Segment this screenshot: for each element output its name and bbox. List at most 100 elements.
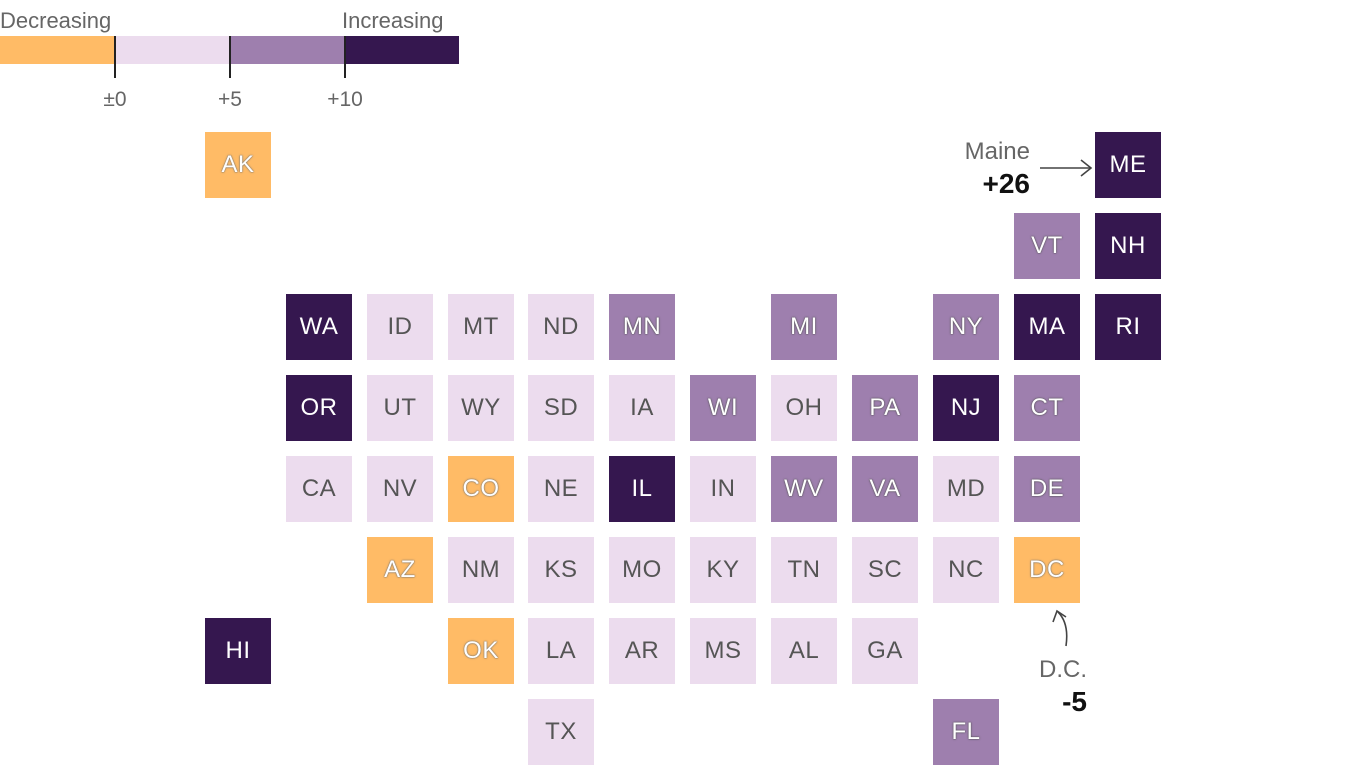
state-tile-nj: NJ xyxy=(933,375,999,441)
state-tile-id: ID xyxy=(367,294,433,360)
state-label-la: LA xyxy=(545,637,577,664)
state-tile-mi: MI xyxy=(771,294,837,360)
state-label-ak: AK xyxy=(221,151,255,178)
state-label-in: IN xyxy=(710,475,736,502)
state-label-dc: DC xyxy=(1029,556,1065,583)
state-label-wi: WI xyxy=(707,394,739,421)
state-label-pa: PA xyxy=(869,394,901,421)
state-tile-ct: CT xyxy=(1014,375,1080,441)
state-label-me: ME xyxy=(1109,151,1147,178)
state-tile-va: VA xyxy=(852,456,918,522)
state-label-oh: OH xyxy=(785,394,823,421)
legend-tick-label-0: ±0 xyxy=(103,88,127,111)
state-label-sd: SD xyxy=(543,394,579,421)
state-tile-mn: MN xyxy=(609,294,675,360)
state-label-mn: MN xyxy=(622,313,662,340)
state-label-wv: WV xyxy=(784,475,824,502)
state-tile-nh: NH xyxy=(1095,213,1161,279)
state-tile-ky: KY xyxy=(690,537,756,603)
state-label-nv: NV xyxy=(382,475,418,502)
state-label-ks: KS xyxy=(544,556,578,583)
state-tile-wi: WI xyxy=(690,375,756,441)
legend-swatch-decreasing xyxy=(0,36,115,64)
state-tile-ca: CA xyxy=(286,456,352,522)
state-tile-ms: MS xyxy=(690,618,756,684)
state-tile-me: ME xyxy=(1095,132,1161,198)
state-label-ok: OK xyxy=(463,637,499,664)
state-tile-nv: NV xyxy=(367,456,433,522)
state-label-mi: MI xyxy=(790,313,818,340)
legend-swatch-mid xyxy=(230,36,345,64)
state-label-ny: NY xyxy=(948,313,984,340)
state-tile-ar: AR xyxy=(609,618,675,684)
state-tile-nd: ND xyxy=(528,294,594,360)
state-label-ma: MA xyxy=(1028,313,1066,340)
state-label-ut: UT xyxy=(383,394,417,421)
state-label-nd: ND xyxy=(543,313,579,340)
state-tile-pa: PA xyxy=(852,375,918,441)
state-tile-nm: NM xyxy=(448,537,514,603)
state-label-ar: AR xyxy=(624,637,660,664)
state-label-tn: TN xyxy=(787,556,821,583)
state-label-nm: NM xyxy=(461,556,501,583)
maine-annotation-name: Maine xyxy=(964,138,1030,165)
state-label-or: OR xyxy=(300,394,338,421)
state-tile-ga: GA xyxy=(852,618,918,684)
state-tile-mo: MO xyxy=(609,537,675,603)
state-tile-ks: KS xyxy=(528,537,594,603)
state-label-md: MD xyxy=(946,475,986,502)
state-tile-nc: NC xyxy=(933,537,999,603)
legend-increasing-label: Increasing xyxy=(342,8,444,33)
state-label-ga: GA xyxy=(867,637,903,664)
state-tile-de: DE xyxy=(1014,456,1080,522)
state-tile-ok: OK xyxy=(448,618,514,684)
state-tile-az: AZ xyxy=(367,537,433,603)
state-label-az: AZ xyxy=(384,556,416,583)
state-label-ms: MS xyxy=(704,637,742,664)
state-label-de: DE xyxy=(1029,475,1065,502)
state-label-nc: NC xyxy=(948,556,984,583)
state-label-ia: IA xyxy=(630,394,654,421)
state-tile-ia: IA xyxy=(609,375,675,441)
state-tile-or: OR xyxy=(286,375,352,441)
state-label-ct: CT xyxy=(1030,394,1064,421)
state-label-tx: TX xyxy=(545,718,577,745)
state-label-ca: CA xyxy=(301,475,337,502)
dc-annotation-name: D.C. xyxy=(1039,656,1087,683)
state-label-mt: MT xyxy=(463,313,499,340)
state-tile-vt: VT xyxy=(1014,213,1080,279)
state-label-nj: NJ xyxy=(950,394,982,421)
maine-annotation-value: +26 xyxy=(982,168,1031,199)
legend-swatch-high xyxy=(345,36,459,64)
state-label-nh: NH xyxy=(1110,232,1146,259)
state-tile-wv: WV xyxy=(771,456,837,522)
state-tile-md: MD xyxy=(933,456,999,522)
state-tile-tx: TX xyxy=(528,699,594,765)
state-tile-co: CO xyxy=(448,456,514,522)
legend-tick-label-5: +5 xyxy=(218,88,242,111)
state-tile-sd: SD xyxy=(528,375,594,441)
state-label-ne: NE xyxy=(543,475,579,502)
state-label-ky: KY xyxy=(706,556,740,583)
state-tile-wy: WY xyxy=(448,375,514,441)
state-tile-tn: TN xyxy=(771,537,837,603)
state-tile-wa: WA xyxy=(286,294,352,360)
state-tile-ne: NE xyxy=(528,456,594,522)
maine-arrow-icon xyxy=(1040,159,1093,177)
state-label-il: IL xyxy=(631,475,653,502)
state-label-co: CO xyxy=(462,475,500,502)
dc-annotation-value: -5 xyxy=(1062,686,1087,717)
state-label-vt: VT xyxy=(1031,232,1063,259)
state-label-id: ID xyxy=(387,313,413,340)
state-label-fl: FL xyxy=(951,718,981,745)
state-tile-ut: UT xyxy=(367,375,433,441)
state-tile-il: IL xyxy=(609,456,675,522)
state-tile-ri: RI xyxy=(1095,294,1161,360)
state-label-wy: WY xyxy=(461,394,501,421)
state-tile-al: AL xyxy=(771,618,837,684)
state-label-sc: SC xyxy=(867,556,903,583)
legend-swatch-low xyxy=(115,36,230,64)
state-tile-ny: NY xyxy=(933,294,999,360)
legend-decreasing-label: Decreasing xyxy=(0,8,112,33)
legend-tick-label-10: +10 xyxy=(327,88,363,111)
